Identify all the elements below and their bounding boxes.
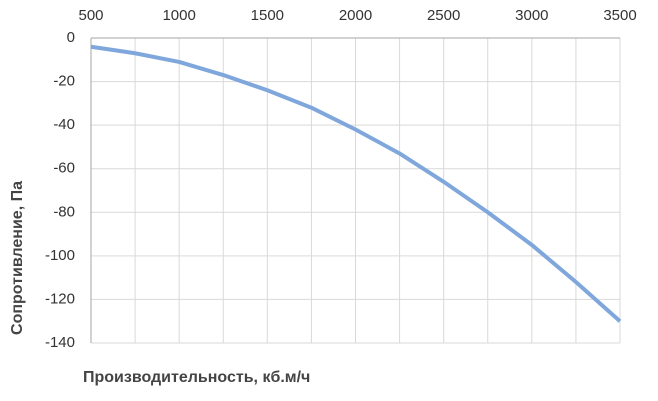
y-tick-label: -40 — [53, 116, 75, 133]
y-tick-label: -60 — [53, 160, 75, 177]
y-tick-label: -120 — [45, 290, 75, 307]
x-tick-label: 500 — [78, 7, 103, 24]
y-tick-label: -80 — [53, 203, 75, 220]
y-axis-title: Сопротивление, Па — [9, 181, 26, 335]
y-tick-label: -140 — [45, 334, 75, 351]
x-tick-label: 3500 — [603, 7, 636, 24]
x-axis-title: Производительность, кб.м/ч — [83, 369, 310, 386]
y-tick-label: -100 — [45, 247, 75, 264]
x-tick-label: 2500 — [427, 7, 460, 24]
x-tick-label: 1000 — [162, 7, 195, 24]
y-tick-label: -20 — [53, 73, 75, 90]
data-line — [90, 44, 622, 323]
x-tick-label: 3000 — [515, 7, 548, 24]
x-tick-label: 2000 — [339, 7, 372, 24]
x-tick-label: 1500 — [251, 7, 284, 24]
y-tick-label: 0 — [67, 29, 75, 46]
